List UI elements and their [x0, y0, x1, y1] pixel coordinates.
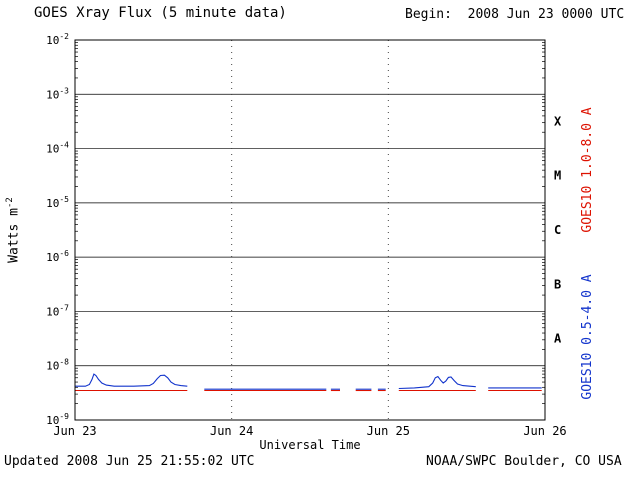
flare-class-label-x: X — [554, 114, 562, 128]
x-tick-label: Jun 24 — [210, 424, 253, 438]
y-tick-label: 10-6 — [46, 249, 69, 264]
y-tick-label: 10-2 — [46, 32, 69, 47]
y-tick-label: 10-8 — [46, 358, 69, 373]
legend-goes10-long-channel: GOES10 1.0-8.0 A — [580, 107, 595, 233]
flare-class-label-b: B — [554, 277, 561, 291]
flare-class-label-c: C — [554, 223, 561, 237]
y-tick-label: 10-3 — [46, 86, 69, 101]
series-line-1 — [398, 375, 476, 390]
x-axis-label: Universal Time — [259, 438, 361, 452]
x-tick-label: Jun 25 — [367, 424, 410, 438]
y-axis-label-exponent: -2 — [5, 197, 15, 209]
flare-class-label-m: M — [554, 169, 561, 183]
y-tick-label: 10-4 — [46, 141, 69, 156]
series-line-1 — [75, 373, 188, 387]
begin-timestamp: Begin: 2008 Jun 23 0000 UTC — [405, 7, 625, 22]
y-axis-label: Watts m-2 — [5, 160, 23, 300]
y-tick-label: 10-5 — [46, 195, 69, 210]
x-tick-label: Jun 26 — [523, 424, 566, 438]
chart-title: GOES Xray Flux (5 minute data) — [34, 5, 287, 21]
y-axis-label-text: Watts m — [6, 208, 22, 263]
plot-border — [74, 39, 546, 421]
updated-timestamp: Updated 2008 Jun 25 21:55:02 UTC — [4, 454, 255, 469]
flare-class-label-a: A — [554, 332, 562, 346]
source-attribution: NOAA/SWPC Boulder, CO USA — [426, 454, 622, 469]
x-tick-label: Jun 23 — [53, 424, 96, 438]
legend-goes10-short-channel: GOES10 0.5-4.0 A — [580, 274, 595, 400]
y-tick-label: 10-7 — [46, 303, 69, 318]
